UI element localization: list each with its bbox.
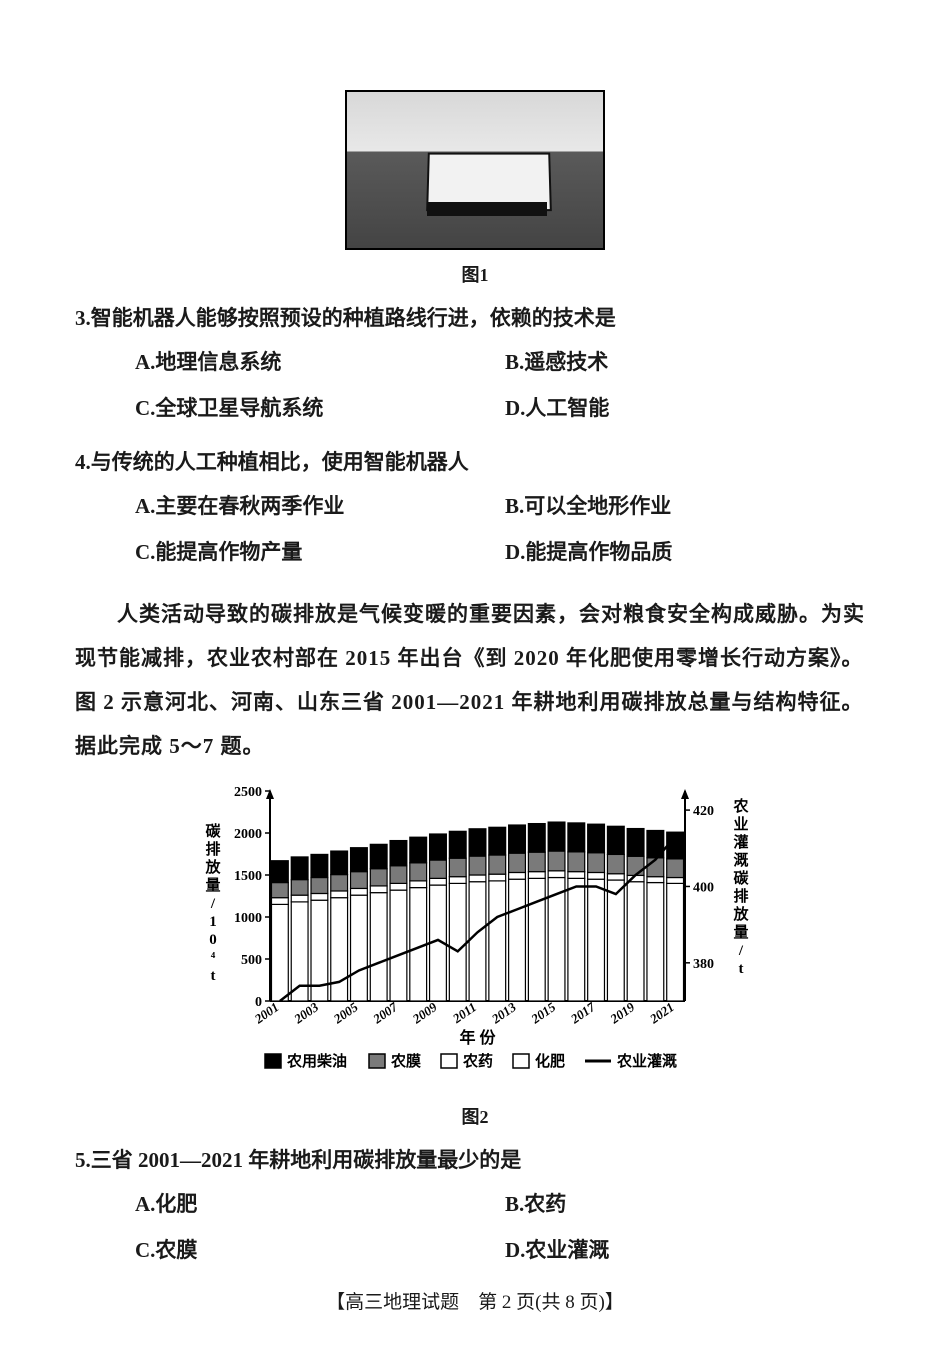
figure-1-image (345, 90, 605, 250)
chart-svg: 0500100015002000250038040042020012003200… (195, 776, 755, 1096)
q3-option-b[interactable]: B.遥感技术 (505, 339, 875, 385)
svg-text:灌: 灌 (733, 833, 748, 851)
q4-option-b[interactable]: B.可以全地形作业 (505, 483, 875, 529)
svg-text:1: 1 (209, 914, 217, 930)
svg-text:500: 500 (241, 953, 262, 968)
svg-text:2011: 2011 (449, 999, 479, 1026)
svg-text:量: 量 (205, 877, 220, 894)
svg-text:农用柴油: 农用柴油 (286, 1052, 347, 1070)
q3-option-c[interactable]: C.全球卫星导航系统 (135, 385, 505, 431)
svg-text:排: 排 (205, 840, 220, 858)
svg-text:2000: 2000 (234, 827, 262, 842)
q5-option-b[interactable]: B.农药 (505, 1181, 875, 1227)
svg-text:2013: 2013 (488, 999, 519, 1027)
q4-stem: 4.与传统的人工种植相比，使用智能机器人 (75, 443, 875, 483)
q3-options: A.地理信息系统 B.遥感技术 C.全球卫星导航系统 D.人工智能 (75, 339, 875, 431)
q4-option-a[interactable]: A.主要在春秋两季作业 (135, 483, 505, 529)
svg-text:420: 420 (693, 804, 714, 819)
svg-text:1000: 1000 (234, 911, 262, 926)
svg-text:/: / (210, 896, 216, 912)
svg-text:2009: 2009 (409, 999, 440, 1027)
svg-text:2005: 2005 (330, 999, 361, 1027)
svg-text:业: 业 (733, 816, 748, 833)
svg-text:碳: 碳 (205, 822, 221, 840)
svg-text:2021: 2021 (646, 999, 677, 1027)
svg-text:2500: 2500 (234, 785, 262, 800)
svg-text:溉: 溉 (733, 851, 748, 869)
svg-text:农药: 农药 (462, 1052, 493, 1070)
svg-text:t: t (739, 961, 744, 977)
svg-text:化肥: 化肥 (535, 1052, 565, 1070)
figure-1-caption: 图1 (75, 261, 875, 287)
svg-text:碳: 碳 (733, 869, 749, 887)
q5-options: A.化肥 B.农药 C.农膜 D.农业灌溉 (75, 1181, 875, 1273)
svg-text:2017: 2017 (567, 999, 598, 1027)
svg-text:排: 排 (733, 887, 748, 905)
q4-options: A.主要在春秋两季作业 B.可以全地形作业 C.能提高作物产量 D.能提高作物品… (75, 483, 875, 575)
q5-option-c[interactable]: C.农膜 (135, 1227, 505, 1273)
svg-text:⁴: ⁴ (211, 950, 216, 966)
svg-text:量: 量 (733, 924, 748, 941)
svg-text:年 份: 年 份 (459, 1028, 496, 1047)
q3-stem: 3.智能机器人能够按照预设的种植路线行进，依赖的技术是 (75, 299, 875, 339)
svg-text:2015: 2015 (528, 999, 559, 1027)
page-footer: 【高三地理试题 第 2 页(共 8 页)】 (75, 1287, 875, 1314)
figure-1-container: 图1 (75, 90, 875, 287)
svg-text:1500: 1500 (234, 869, 262, 884)
svg-text:t: t (211, 968, 216, 984)
svg-text:农: 农 (732, 797, 748, 815)
q5-option-a[interactable]: A.化肥 (135, 1181, 505, 1227)
svg-text:0: 0 (209, 932, 217, 948)
figure-2-caption: 图2 (75, 1103, 875, 1129)
svg-text:2019: 2019 (607, 999, 638, 1027)
svg-text:400: 400 (693, 880, 714, 895)
svg-text:放: 放 (204, 858, 221, 876)
q4-option-c[interactable]: C.能提高作物产量 (135, 529, 505, 575)
svg-text:380: 380 (693, 957, 714, 972)
q5-option-d[interactable]: D.农业灌溉 (505, 1227, 875, 1273)
svg-text:/: / (738, 943, 744, 959)
q5-stem: 5.三省 2001—2021 年耕地利用碳排放量最少的是 (75, 1141, 875, 1181)
svg-text:2003: 2003 (290, 999, 321, 1027)
passage-text: 人类活动导致的碳排放是气候变暖的重要因素，会对粮食安全构成威胁。为实现节能减排，… (75, 592, 875, 768)
svg-text:2007: 2007 (369, 999, 400, 1027)
figure-2-container: 0500100015002000250038040042020012003200… (75, 776, 875, 1129)
svg-text:放: 放 (732, 905, 749, 923)
svg-text:农膜: 农膜 (390, 1052, 421, 1070)
q3-option-d[interactable]: D.人工智能 (505, 385, 875, 431)
svg-text:农业灌溉: 农业灌溉 (616, 1052, 677, 1070)
q4-option-d[interactable]: D.能提高作物品质 (505, 529, 875, 575)
q3-option-a[interactable]: A.地理信息系统 (135, 339, 505, 385)
